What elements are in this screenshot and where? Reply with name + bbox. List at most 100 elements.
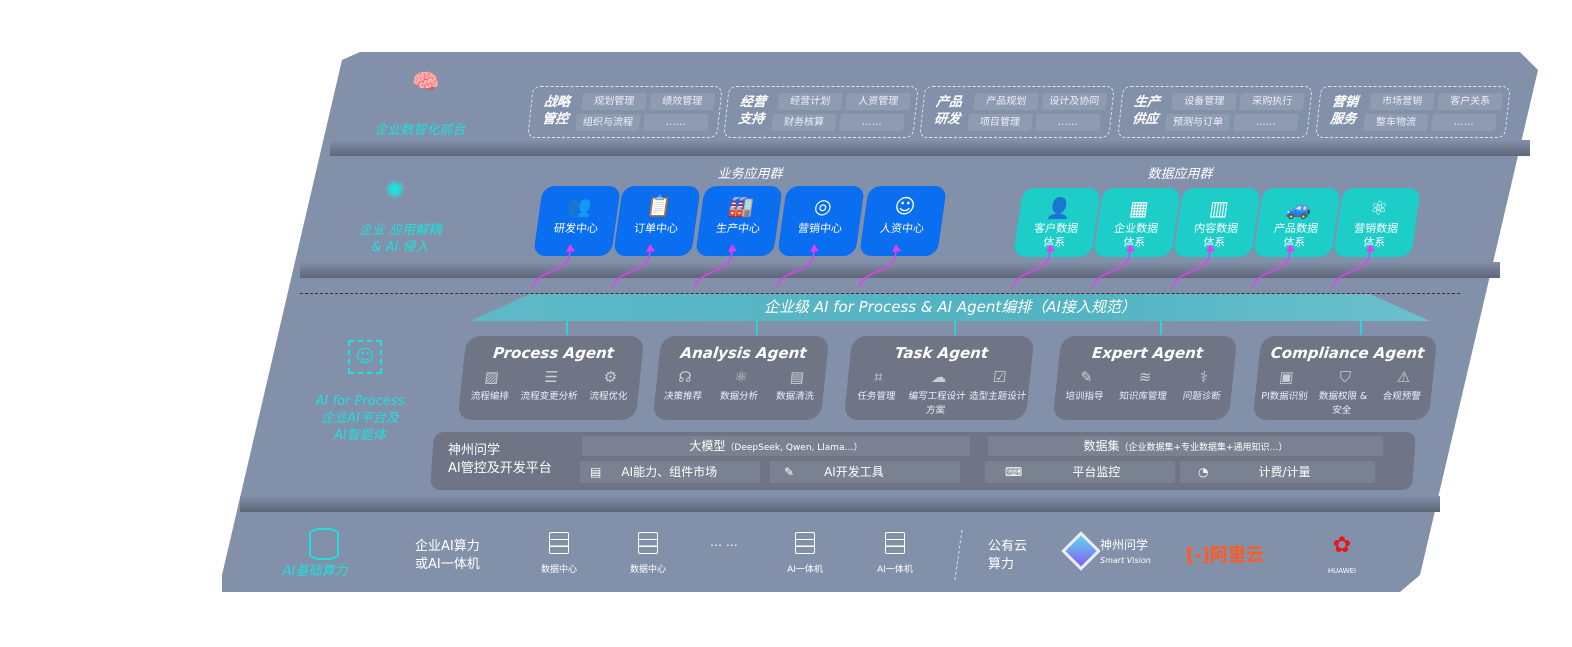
connector-curve	[1332, 249, 1371, 288]
capability-label: 决策推荐	[663, 391, 703, 402]
monitor-icon: ⌨	[1005, 465, 1023, 479]
shield-icon: ⛉	[1338, 368, 1352, 386]
capability-item[interactable]: ✎ 培训指导	[1054, 368, 1116, 402]
server-item: 数据中心	[618, 532, 678, 575]
agent-card[interactable]: Analysis Agent ☊ 决策推荐 ⚛ 数据分析 ▤ 数据清洗	[652, 336, 830, 420]
capability-label: 问题诊断	[1182, 391, 1222, 402]
capability-item[interactable]: ⛉ 数据权限 & 安全	[1312, 368, 1376, 416]
connector-curve	[776, 249, 815, 288]
capability-item[interactable]: ▨ 流程编排	[459, 368, 522, 402]
title-line: AI管控及开发平台	[448, 461, 552, 476]
logo-subtext: Smart Vision	[1100, 556, 1151, 565]
database-icon	[309, 528, 339, 560]
arrowhead	[728, 244, 737, 252]
dashed-divider	[300, 293, 1460, 294]
brain-icon: 🧠	[412, 70, 440, 95]
server-item: AI一体机	[775, 532, 835, 575]
face-scan-icon: ☺	[348, 340, 382, 374]
layer-divider	[330, 140, 1530, 156]
arrowhead	[1206, 244, 1215, 252]
connector-curve	[858, 249, 897, 288]
tool-dev[interactable]: ✎ AI开发工具	[770, 461, 960, 483]
diagnose-icon: ⚕	[1198, 368, 1209, 386]
connector-curve	[1252, 249, 1291, 288]
connector-curve	[1092, 249, 1131, 288]
tool-label: AI能力、组件市场	[621, 465, 718, 479]
agent-card[interactable]: Task Agent ⌗ 任务管理 ☁ 编写工程设计方案 ☑ 造型主题设计	[843, 336, 1035, 420]
private-compute-label: 企业AI算力 或AI一体机	[415, 538, 480, 574]
chart-icon: ▨	[483, 368, 500, 386]
capability-item[interactable]: ☑ 造型主题设计	[966, 368, 1031, 416]
business-apps-title: 业务应用群	[717, 167, 783, 182]
connector-curve	[1172, 249, 1211, 288]
capability-label: 任务管理	[856, 391, 896, 402]
dataset-label: 数据集	[1083, 439, 1120, 453]
agent-capabilities: ✎ 培训指导 ≋ 知识库管理 ⚕ 问题诊断	[1054, 368, 1234, 402]
capability-item[interactable]: ▤ 数据清洗	[766, 368, 826, 402]
tool-monitor[interactable]: ⌨ 平台监控	[985, 461, 1175, 483]
label-line: AI for Process	[315, 394, 405, 409]
server-label: 数据中心	[540, 565, 577, 575]
layer-label-frontend: 企业数智化前台	[374, 123, 466, 138]
arrowhead	[892, 244, 901, 252]
alert-icon: ⚠	[1396, 368, 1412, 386]
huawei-logo: ✿ HUAWEI	[1322, 534, 1362, 577]
connector-curve	[1012, 249, 1051, 288]
arrowhead	[1366, 244, 1375, 252]
capability-item[interactable]: ☰ 流程变更分析	[519, 368, 582, 402]
server-item: AI一体机	[865, 532, 925, 575]
capability-item[interactable]: ☁ 编写工程设计方案	[905, 368, 970, 416]
layer-label-ai: AI for Process 企业AI平台及 AI智能体	[300, 393, 420, 444]
capability-label: 数据权限 & 安全	[1318, 391, 1368, 416]
logo-text: 神州问学	[1100, 538, 1149, 552]
capability-item[interactable]: ⚛ 数据分析	[710, 368, 770, 402]
capability-item[interactable]: ≋ 知识库管理	[1113, 368, 1175, 402]
capability-item[interactable]: ☊ 决策推荐	[654, 368, 714, 402]
capability-item[interactable]: ⚙ 流程优化	[578, 368, 641, 402]
connector-curve	[694, 249, 733, 288]
cloud-icon: ☁	[930, 368, 948, 386]
capability-label: 数据分析	[719, 391, 759, 402]
agent-card[interactable]: Compliance Agent ▣ PI数据识别 ⛉ 数据权限 & 安全 ⚠ 合规预警	[1252, 336, 1438, 420]
molecule-icon: ✺	[385, 176, 406, 204]
capability-item[interactable]: ▣ PI数据识别	[1253, 368, 1317, 416]
dev-tool-icon: ✎	[784, 465, 795, 479]
down-arrow-icon	[756, 321, 758, 335]
capability-item[interactable]: ⌗ 任务管理	[844, 368, 909, 416]
layer-label-apps: 企业 应用解耦 & AI 侵入	[335, 222, 465, 256]
logo-text: 阿里云	[1209, 545, 1264, 566]
server-icon	[549, 532, 569, 554]
gauge-icon: ◔	[1198, 465, 1209, 479]
capability-item[interactable]: ⚕ 问题诊断	[1172, 368, 1234, 402]
tool-label: AI开发工具	[824, 465, 884, 479]
tool-billing[interactable]: ◔ 计费/计量	[1180, 461, 1375, 483]
connector-curve	[612, 249, 651, 288]
label-line: 企业 应用解耦	[358, 223, 442, 238]
layer-label-infra: AI基础算力	[282, 564, 348, 579]
aliyun-logo: [-]阿里云	[1186, 541, 1264, 567]
agent-card[interactable]: Process Agent ▨ 流程编排 ☰ 流程变更分析 ⚙ 流程优化	[457, 336, 645, 420]
list-icon: ☰	[543, 368, 559, 386]
head-icon: ☊	[677, 368, 693, 386]
server-item: 数据中心	[529, 532, 589, 575]
capability-label: 流程变更分析	[519, 391, 579, 402]
platform-title: 神州问学 AI管控及开发平台	[448, 442, 552, 478]
agent-name: Expert Agent	[1091, 344, 1205, 362]
server-label: AI一体机	[877, 565, 913, 575]
agent-card[interactable]: Expert Agent ✎ 培训指导 ≋ 知识库管理 ⚕ 问题诊断	[1052, 336, 1238, 420]
capability-label: 流程编排	[470, 391, 510, 402]
tool-market[interactable]: ▤ AI能力、组件市场	[580, 461, 760, 483]
checklist-icon: ☑	[992, 368, 1008, 386]
model-note: （DeepSeek, Qwen, Llama…）	[725, 443, 863, 453]
server-icon	[795, 532, 815, 554]
arrowhead	[1286, 244, 1295, 252]
down-arrow-icon	[954, 321, 956, 335]
aliyun-bracket-icon: [-]	[1186, 545, 1210, 566]
agent-capabilities: ☊ 决策推荐 ⚛ 数据分析 ▤ 数据清洗	[654, 368, 826, 402]
arrowhead	[1126, 244, 1135, 252]
id-icon: ▣	[1278, 368, 1295, 386]
capability-item[interactable]: ⚠ 合规预警	[1370, 368, 1434, 416]
network-icon: ⌗	[873, 368, 884, 386]
agent-name: Analysis Agent	[679, 344, 808, 362]
